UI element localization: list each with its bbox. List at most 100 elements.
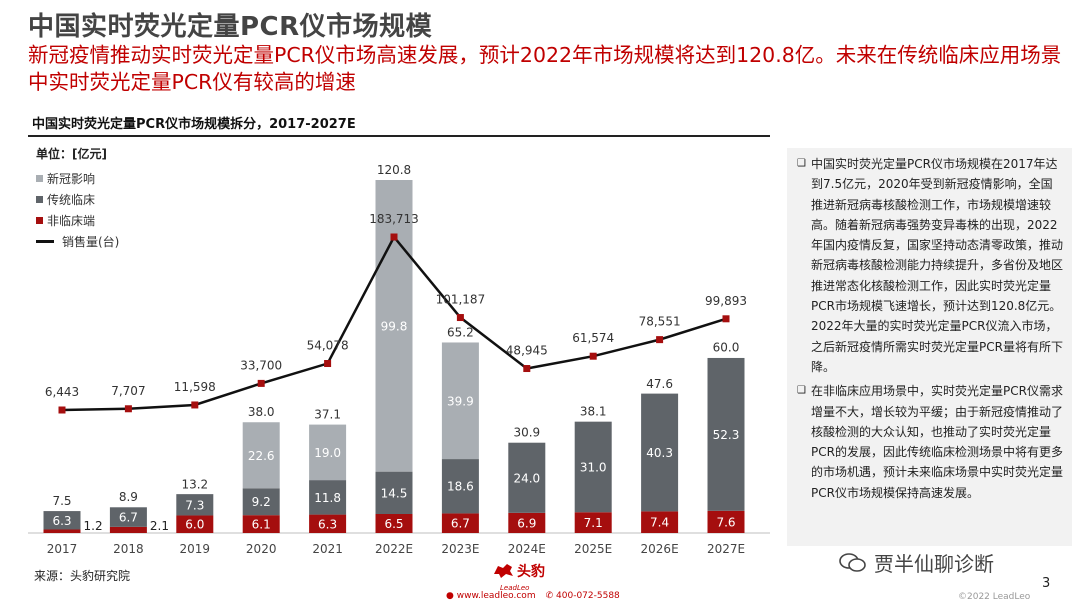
sales-marker [124,405,132,413]
total-label: 8.9 [119,490,138,504]
legend-label-clinical: 传统临床 [47,193,96,207]
data-label: 6.7 [119,511,138,525]
sales-label: 7,707 [111,384,145,398]
checkbox-bullet-icon: ❑ [797,385,806,397]
total-label: 38.1 [580,405,607,419]
sales-label: 99,893 [705,294,747,308]
watermark-text: 贾半仙聊诊断 [874,552,994,576]
total-label: 7.5 [52,494,71,508]
watermark: 贾半仙聊诊断 [838,548,994,577]
sales-marker [324,360,332,368]
sales-label: 183,713 [369,212,419,226]
x-tick-label: 2018 [113,542,144,556]
website-item[interactable]: ● www.leadleo.com [446,591,536,601]
bar-segment-nonclinical [641,511,679,533]
logo-subtext: LeadLeo [500,584,530,592]
page-subtitle: 新冠疫情推动实时荧光定量PCR仪市场高速发展，预计2022年市场规模将达到120… [28,43,1062,94]
x-tick-label: 2027E [707,542,745,556]
legend-item-sales: 销售量(台) [36,231,119,252]
bar-segment-clinical [309,480,347,515]
page-number: 3 [1042,576,1051,591]
legend-label-sales: 销售量(台) [62,235,120,249]
sales-marker [523,365,531,373]
checkbox-bullet-icon: ❑ [797,158,806,169]
x-tick-label: 2025E [574,542,612,556]
globe-icon: ● [446,591,454,601]
insight-text: 在非临床应用场景中，实时荧光定量PCR仪需求增量不大，增长较为平缓；由于新冠疫情… [811,384,1064,500]
data-label: 99.8 [381,319,408,333]
data-label: 2.1 [150,519,169,533]
total-label: 30.9 [513,426,540,440]
total-label: 38.0 [248,405,275,419]
x-tick-label: 2020 [246,542,277,556]
bar-segment-clinical [707,357,745,511]
bar-segment-clinical [176,494,214,516]
data-label: 14.5 [381,486,408,500]
sales-marker [191,401,199,409]
logo-name: 头豹 [517,564,545,580]
legend-item-nonclinical: 非临床端 [36,210,119,231]
legend-swatch-covid [36,175,43,182]
bar-segment-clinical [441,459,479,514]
data-label: 6.1 [252,518,271,532]
phone-number: 400-072-5588 [556,591,620,601]
bar-segment-nonclinical [43,529,81,533]
bar-segment-covid [242,422,280,489]
x-tick-label: 2024E [508,542,546,556]
total-label: 120.8 [377,163,411,177]
data-label: 31.0 [580,460,607,474]
insight-bullet: ❑ 中国实时荧光定量PCR仪市场规模在2017年达到7.5亿元，2020年受到新… [797,154,1064,377]
data-label: 6.9 [517,516,536,530]
data-label: 7.6 [716,515,735,529]
data-label: 6.3 [318,517,337,531]
data-label: 7.4 [650,516,669,530]
leadleo-logo: 头豹 [492,561,545,581]
bar-segment-covid [309,424,347,481]
sales-marker [589,352,597,360]
bar-segment-nonclinical [707,510,745,533]
total-label: 65.2 [447,325,474,339]
data-label: 6.7 [451,517,470,531]
phone-icon: ✆ [545,591,554,601]
x-tick-label: 2021 [312,542,343,556]
sales-marker [390,233,398,241]
legend-label-covid: 新冠影响 [47,172,96,186]
x-tick-label: 2019 [180,542,211,556]
sales-label: 11,598 [174,380,216,394]
bar-segment-clinical [574,421,612,513]
website-link[interactable]: www.leadleo.com [456,591,536,601]
legend-label-nonclinical: 非临床端 [47,214,96,228]
bar-segment-nonclinical [242,515,280,533]
bar-segment-clinical [43,511,81,530]
sales-marker [722,315,730,323]
footer-contact: ● www.leadleo.com ✆ 400-072-5588 [446,591,620,601]
legend-swatch-nonclinical [36,217,43,224]
bar-segment-nonclinical [441,513,479,533]
sales-label: 78,551 [639,315,681,329]
leopard-logo-icon [494,564,513,578]
data-label: 6.0 [185,518,204,532]
total-label: 60.0 [713,341,740,355]
phone-item: ✆ 400-072-5588 [546,591,620,601]
sales-label: 54,078 [307,339,349,353]
sales-marker [656,336,664,344]
chart-plot: 1.2 6.3 7.5 2017 2.1 6.7 8.9 2018 6.0 7.3 13.2 2019… [28,163,770,556]
bar-segment-nonclinical [375,514,413,533]
sales-marker [58,406,66,414]
chart-title-divider [28,135,770,137]
total-label: 47.6 [646,377,673,391]
chart-legend: 新冠影响 传统临床 非临床端 销售量(台) [36,168,119,252]
bar-segment-clinical [109,507,147,527]
data-label: 6.3 [52,514,71,528]
sales-label: 48,945 [506,344,548,358]
bar-segment-nonclinical [574,512,612,533]
insight-text: 中国实时荧光定量PCR仪市场规模在2017年达到7.5亿元，2020年受到新冠疫… [811,157,1064,374]
bar-segment-covid [441,342,479,460]
data-label: 22.6 [248,449,275,463]
total-label: 37.1 [314,408,341,422]
bar-segment-clinical [242,488,280,516]
legend-item-clinical: 传统临床 [36,189,119,210]
data-label: 19.0 [314,446,341,460]
bar-segment-clinical [375,471,413,515]
bar-segment-nonclinical [508,512,546,533]
